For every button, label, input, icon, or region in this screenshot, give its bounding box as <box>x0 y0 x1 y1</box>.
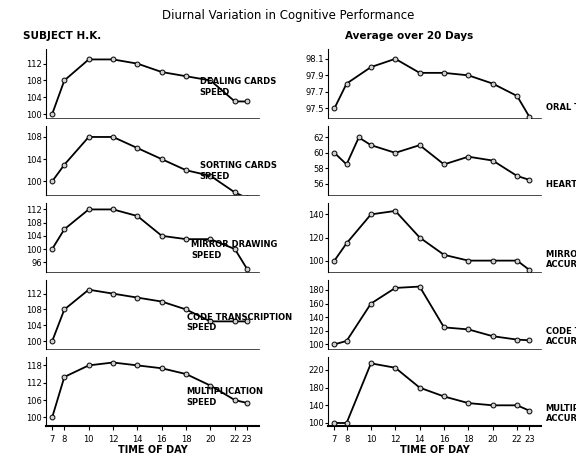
Text: CODE TRANSCRIPTION
SPEED: CODE TRANSCRIPTION SPEED <box>187 313 292 332</box>
Text: MULTIPLICATION
SPEED: MULTIPLICATION SPEED <box>187 387 264 407</box>
Text: DEALING CARDS
SPEED: DEALING CARDS SPEED <box>199 77 276 97</box>
Text: MIRROR DRAWING
SPEED: MIRROR DRAWING SPEED <box>191 240 278 260</box>
X-axis label: TIME OF DAY: TIME OF DAY <box>400 446 470 456</box>
Text: Diurnal Variation in Cognitive Performance: Diurnal Variation in Cognitive Performan… <box>162 10 414 22</box>
Text: HEART RATE: HEART RATE <box>545 180 576 190</box>
Text: SORTING CARDS
SPEED: SORTING CARDS SPEED <box>199 161 276 180</box>
Text: CODE TRANSCRIPTION
ACCURACY: CODE TRANSCRIPTION ACCURACY <box>545 327 576 346</box>
Text: ORAL TEMPERATURE: ORAL TEMPERATURE <box>545 104 576 113</box>
X-axis label: TIME OF DAY: TIME OF DAY <box>118 446 188 456</box>
Text: SUBJECT H.K.: SUBJECT H.K. <box>23 31 101 41</box>
Text: Average over 20 Days: Average over 20 Days <box>345 31 473 41</box>
Text: MIRROR DRAWING
ACCURACY: MIRROR DRAWING ACCURACY <box>545 250 576 269</box>
Text: MULTIPLICATION
ACCURACY: MULTIPLICATION ACCURACY <box>545 404 576 423</box>
